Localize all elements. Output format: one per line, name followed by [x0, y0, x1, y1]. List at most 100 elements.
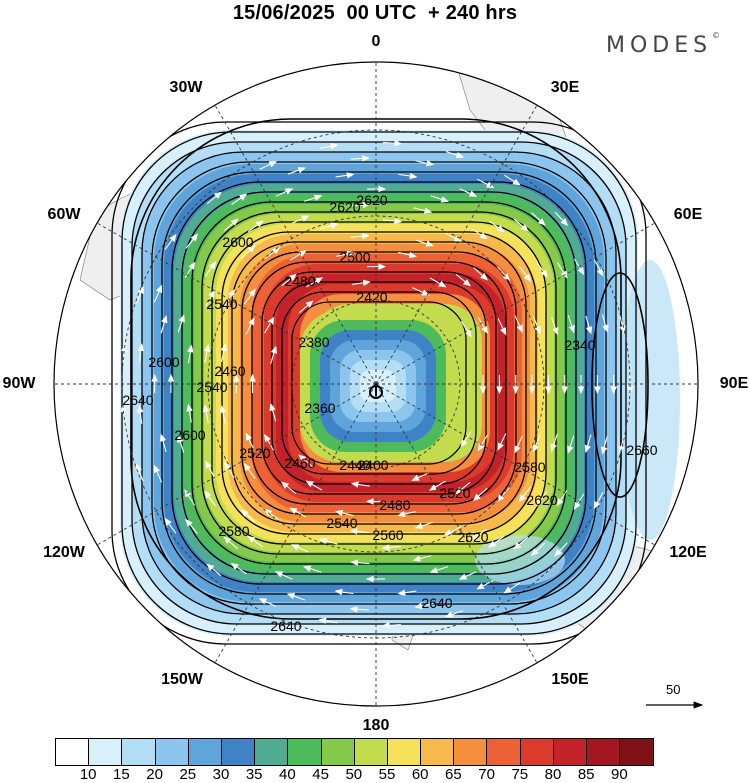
contour-label: 2400: [357, 457, 388, 473]
contour-label: 2440: [339, 457, 370, 473]
colorbar-label: 15: [113, 766, 130, 783]
wind-arrow: [428, 480, 446, 491]
wind-arrow: [551, 317, 559, 336]
graticule: [54, 62, 698, 706]
wind-arrow: [202, 404, 210, 424]
wind-arrow: [204, 261, 217, 278]
colorbar-swatch: [387, 739, 422, 765]
wind-arrow: [184, 489, 196, 506]
meridian-line: [89, 218, 377, 385]
wind-arrow: [536, 261, 548, 278]
contour-label: 2540: [196, 379, 227, 395]
height-contour: [171, 181, 587, 585]
colorbar-swatch: [288, 739, 322, 765]
wind-arrow: [164, 517, 177, 534]
wind-arrow: [298, 454, 314, 468]
colorbar-label: 60: [411, 766, 429, 783]
meridian-line: [375, 383, 663, 550]
colorbar-label: 80: [544, 766, 562, 783]
longitude-label: 0: [371, 33, 381, 50]
colorbar-swatch: [553, 739, 587, 765]
colorbar-swatch: [188, 739, 222, 765]
wind-arrow: [287, 167, 306, 175]
wind-arrow: [414, 521, 433, 530]
colorbar-label: 50: [345, 766, 363, 783]
contour-label: 2660: [626, 442, 657, 458]
wind-arrow: [205, 460, 215, 478]
wind-arrow: [319, 143, 339, 150]
height-contour: [131, 141, 627, 625]
longitude-label: 180: [362, 717, 390, 734]
wind-arrow: [219, 404, 227, 424]
wind-arrow: [412, 555, 432, 562]
wind-arrow: [497, 433, 507, 451]
contour-label: 2540: [326, 515, 357, 531]
wind-arrow: [289, 250, 307, 261]
contour-label: 2540: [206, 296, 237, 312]
wind-arrow: [206, 191, 222, 205]
contour-label: 2360: [304, 400, 335, 416]
wind-arrow: [303, 565, 322, 573]
wind-arrow: [153, 284, 163, 303]
wind-arrow: [136, 404, 144, 424]
wind-arrow: [184, 261, 196, 279]
wind-arrow: [350, 481, 370, 488]
wind-arrow: [137, 343, 145, 363]
wind-arrow: [159, 433, 167, 453]
wind-arrow: [470, 528, 488, 540]
wind-arrow: [429, 566, 449, 574]
wind-arrow: [223, 218, 239, 232]
colorbar-swatch: [620, 739, 654, 765]
wind-arrow: [336, 250, 355, 258]
colorbar-label: 20: [146, 766, 163, 783]
colorbar-label: 45: [312, 766, 329, 783]
contour-label: 2620: [329, 199, 360, 215]
wind-arrow: [415, 239, 434, 247]
height-contour: [271, 281, 487, 485]
colorbar-swatch: [122, 739, 156, 765]
wind-arrow: [584, 434, 592, 453]
wind-arrow: [496, 487, 510, 502]
wind-arrow: [535, 490, 548, 507]
wind-arrow: [460, 431, 472, 448]
wind-arrow: [281, 273, 297, 287]
wind-arrow: [414, 602, 434, 610]
colorbar-swatch: [221, 739, 256, 765]
wind-arrow: [185, 233, 199, 249]
height-contour: [231, 241, 527, 525]
wind-arrow: [593, 492, 604, 510]
colorbar-swatch: [487, 739, 521, 765]
wind-arrow: [243, 463, 256, 479]
wind-arrow: [185, 518, 198, 534]
wind-arrow: [445, 150, 465, 159]
colorbar-label: 85: [577, 766, 595, 783]
wind-arrow: [186, 403, 193, 423]
wind-arrow: [497, 317, 507, 336]
wind-arrow: [349, 528, 369, 535]
wind-arrow: [259, 161, 277, 170]
wind-arrow: [205, 289, 215, 307]
wind-arrow: [164, 233, 177, 250]
wind-arrow: [247, 220, 264, 233]
colorbar-swatch: [155, 739, 189, 765]
wind-arrow: [477, 317, 488, 335]
wind-arrow: [351, 279, 371, 287]
longitude-label: 30W: [169, 79, 203, 96]
wind-arrow: [136, 285, 144, 304]
wind-arrow: [244, 288, 256, 305]
wind-arrow: [550, 433, 558, 452]
height-contour: [161, 171, 597, 595]
wind-arrow: [275, 188, 294, 197]
wind-arrow: [270, 345, 278, 365]
colorbar-swatch: [89, 739, 123, 765]
wind-arrow: [585, 315, 593, 335]
colorbar-swatch: [321, 739, 355, 765]
colorbar-swatch: [587, 739, 621, 765]
wind-arrow: [177, 434, 185, 453]
colorbar-label: 55: [378, 766, 396, 783]
wind-arrow: [264, 316, 275, 334]
wind-arrow: [532, 434, 541, 453]
contour-label: 2460: [284, 455, 315, 471]
wind-arrow: [258, 598, 277, 607]
